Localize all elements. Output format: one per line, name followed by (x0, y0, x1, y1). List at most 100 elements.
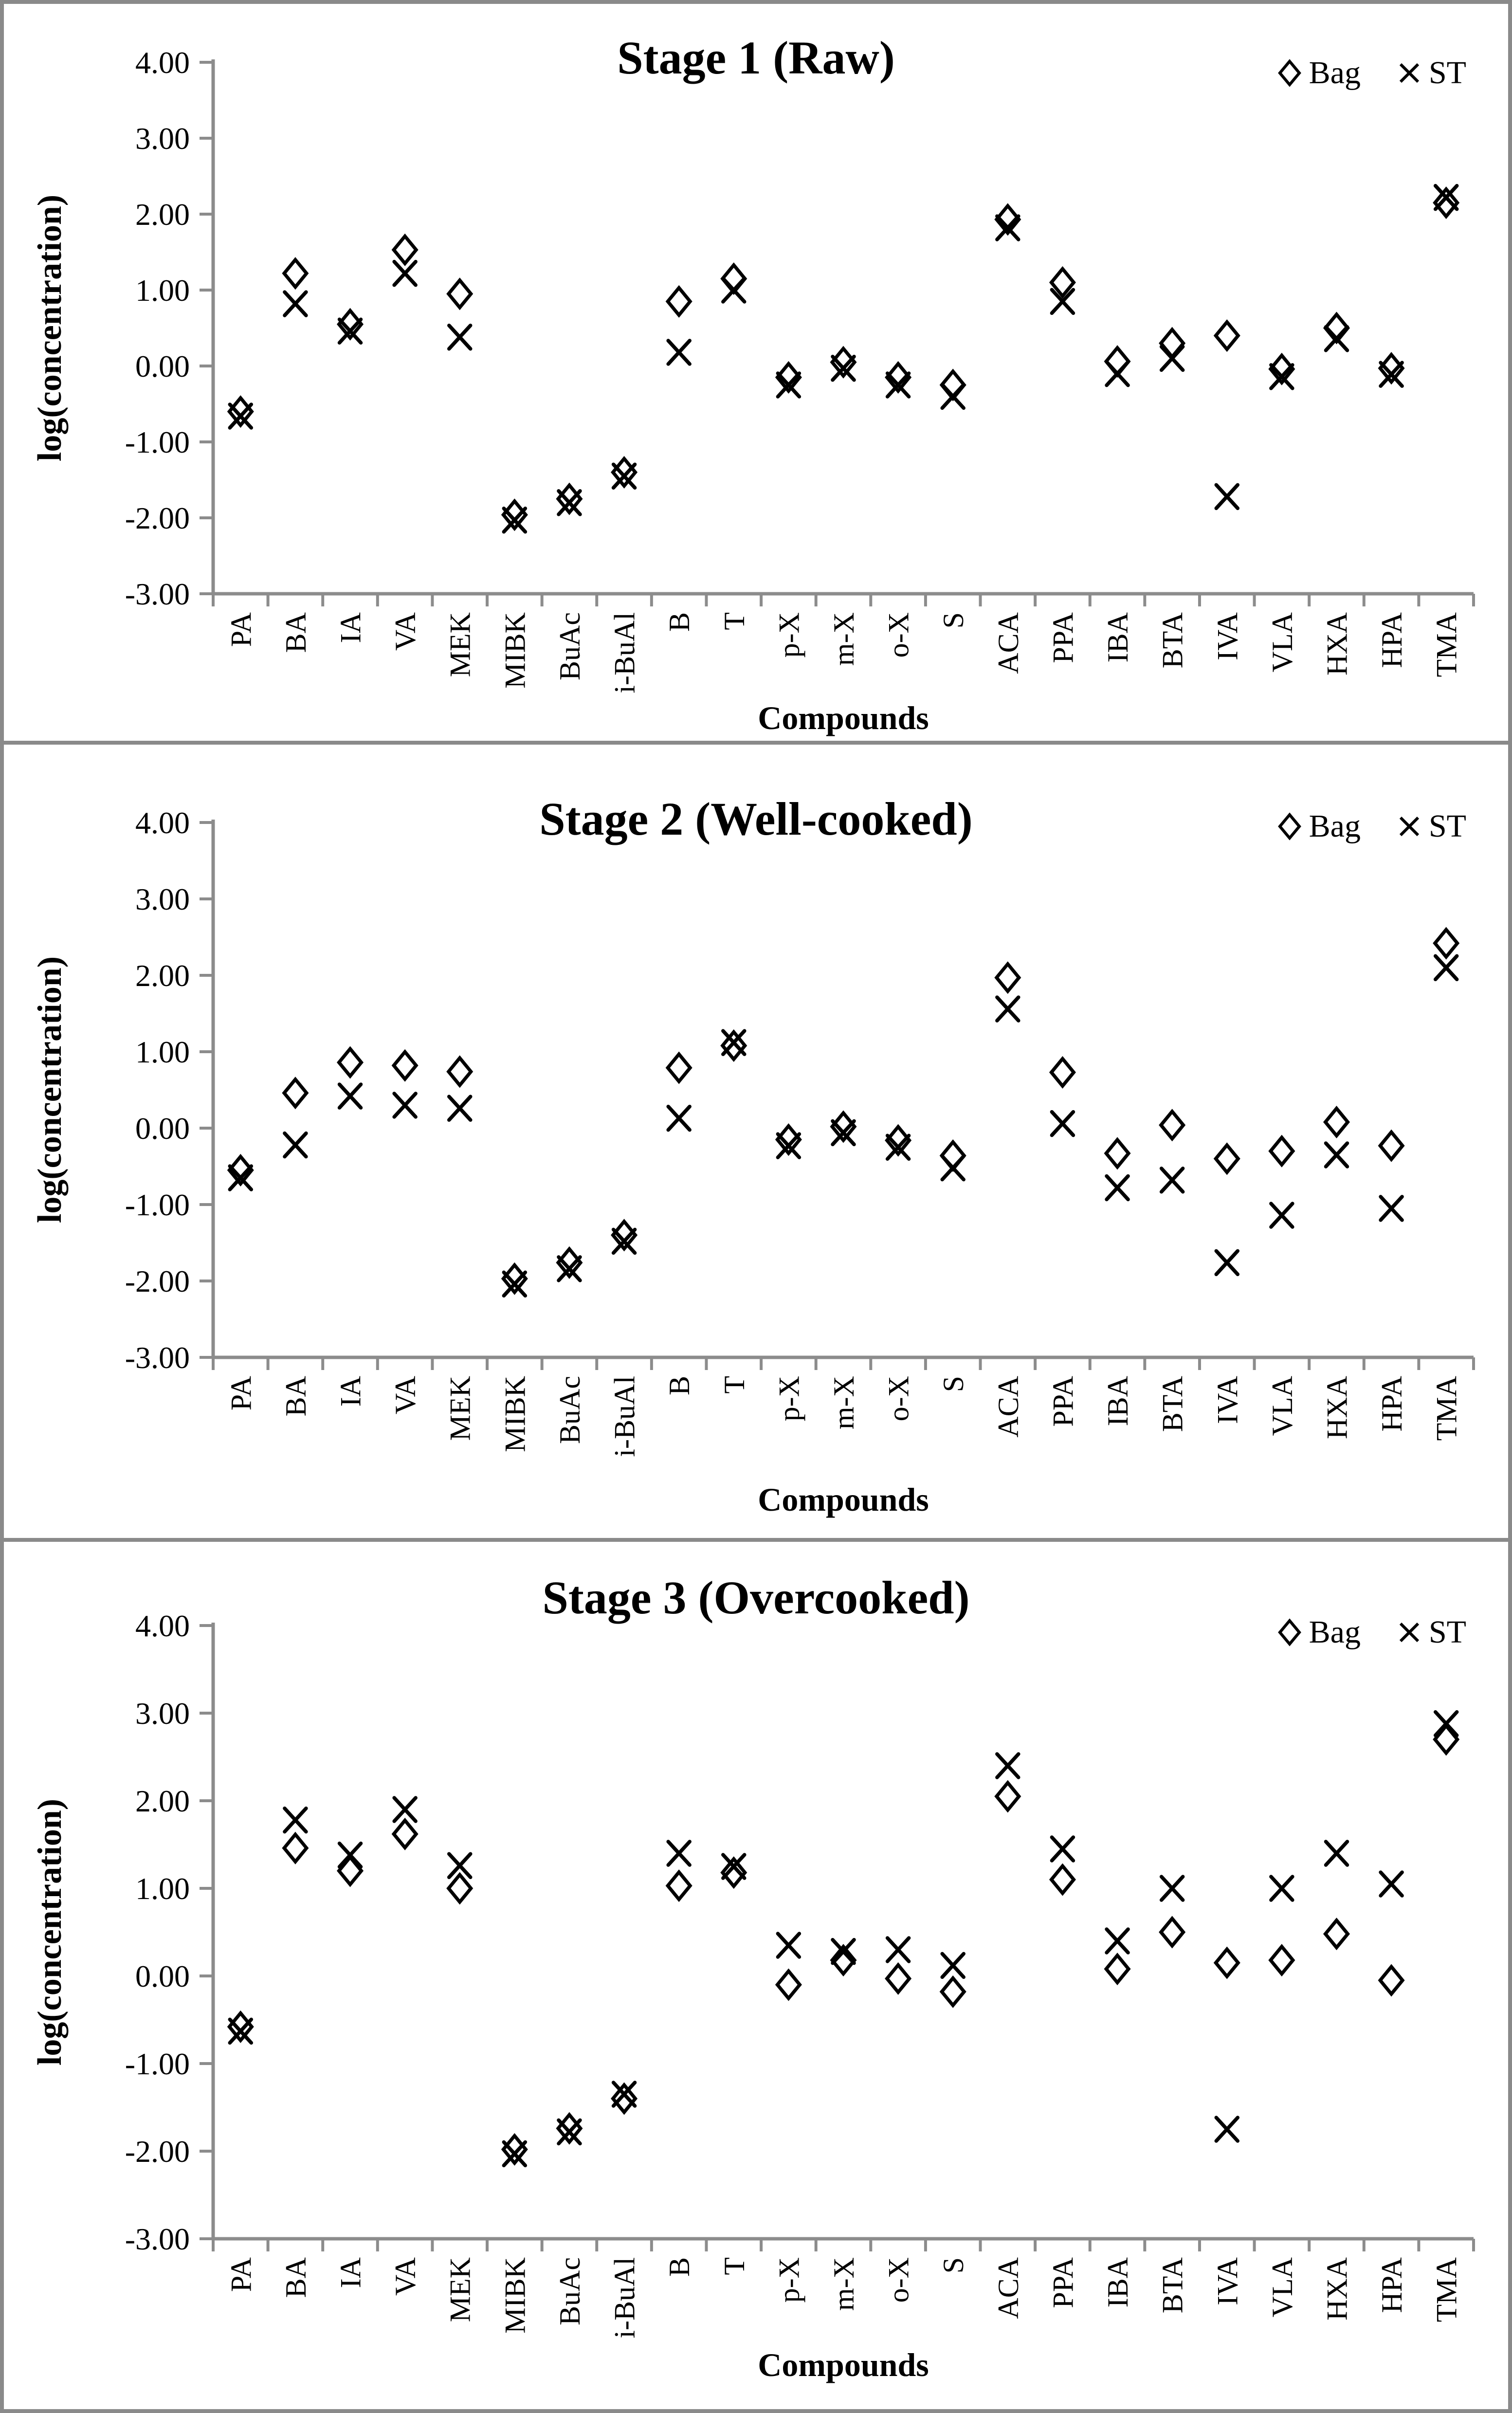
marker-st-HPA (1379, 1195, 1404, 1222)
x-category-label: MIBK (499, 1376, 531, 1452)
marker-bag-BTA (1159, 327, 1186, 360)
marker-bag-p-X (775, 361, 802, 394)
marker-st-MIBK (502, 506, 528, 534)
x-category-label: IVA (1211, 612, 1243, 660)
x-axis-title: Compounds (758, 699, 929, 736)
marker-st-BA (283, 290, 308, 317)
x-category-label: BTA (1157, 2257, 1189, 2313)
x-category-label: T (718, 1376, 750, 1394)
x-category-label: PA (225, 1376, 257, 1410)
x-category-label: IBA (1102, 1376, 1134, 1426)
marker-bag-ACA (994, 203, 1021, 236)
marker-st-IA (337, 1082, 363, 1110)
marker-bag-BA (282, 1077, 309, 1110)
marker-bag-HPA (1378, 1964, 1405, 1997)
marker-bag-TMA (1433, 1723, 1460, 1756)
page-title: Stage 3 (Overcooked) (542, 1572, 970, 1624)
x-category-label: S (937, 2257, 969, 2273)
marker-bag-p-X (775, 1968, 802, 2001)
y-tick-label: 1.00 (135, 1035, 190, 1069)
x-category-label: VA (389, 1376, 421, 1414)
legend-label-bag: Bag (1309, 808, 1361, 844)
marker-st-BuAc (557, 1255, 582, 1282)
marker-st-IA (337, 317, 363, 345)
marker-st-S (940, 1154, 965, 1182)
marker-bag-VA (391, 1817, 419, 1850)
marker-bag-MIBK (501, 2133, 528, 2166)
marker-bag-B (665, 1051, 692, 1084)
marker-st-BTA (1159, 1167, 1185, 1194)
marker-bag-VLA (1268, 352, 1295, 385)
marker-st-m-X (831, 1938, 856, 1965)
marker-bag-TMA (1433, 927, 1460, 960)
marker-bag-MIBK (501, 1262, 528, 1295)
x-category-label: ACA (992, 2257, 1024, 2319)
stage-2-plot: 4.00 3.00 2.00 1.00 0.00 -1.00 -2.00 -3.00 PA BA I… (125, 805, 1475, 1457)
marker-st-i-BuAl (611, 1227, 637, 1255)
marker-st-PPA (1050, 288, 1075, 315)
marker-bag-VA (391, 1049, 419, 1082)
x-category-label: i-BuAl (609, 1376, 641, 1457)
marker-bag-PPA (1049, 1056, 1076, 1089)
diamond-legend-icon (1277, 812, 1301, 841)
marker-bag-i-BuAl (611, 2082, 638, 2115)
marker-st-MIBK (502, 2140, 528, 2168)
marker-st-ACA (995, 1752, 1020, 1779)
marker-st-o-X (885, 371, 911, 399)
marker-bag-o-X (885, 361, 912, 394)
marker-st-PA (228, 402, 254, 430)
marker-st-PPA (1050, 1110, 1075, 1137)
marker-st-p-X (776, 371, 802, 399)
marker-bag-MIBK (501, 498, 528, 531)
x-category-label: m-X (828, 2257, 860, 2311)
marker-bag-BuAc (556, 482, 583, 515)
y-tick-label: 3.00 (135, 1696, 190, 1731)
marker-st-PA (228, 2017, 254, 2045)
marker-st-o-X (885, 1133, 911, 1161)
x-category-label: PA (225, 612, 257, 647)
marker-bag-IA (336, 1854, 364, 1887)
y-tick-label: 2.00 (135, 197, 190, 232)
x-category-label: HPA (1376, 2257, 1408, 2313)
marker-bag-HXA (1323, 1105, 1350, 1138)
x-category-label: PPA (1047, 1376, 1079, 1427)
marker-st-IVA (1214, 1249, 1240, 1277)
marker-bag-T (720, 1029, 747, 1062)
page-title: Stage 2 (Well-cooked) (539, 793, 973, 845)
marker-st-BuAc (557, 489, 582, 516)
legend: Bag ST (1277, 808, 1466, 845)
x-category-label: BuAc (554, 1376, 586, 1444)
marker-st-B (666, 1840, 692, 1867)
x-category-label: B (663, 2257, 695, 2277)
marker-st-BTA (1159, 1875, 1185, 1902)
marker-st-S (940, 383, 965, 410)
marker-bag-IVA (1213, 1946, 1240, 1979)
x-category-label: HXA (1321, 612, 1353, 676)
x-category-label: B (663, 612, 695, 632)
x-category-label: i-BuAl (609, 612, 641, 694)
marker-bag-PPA (1049, 1863, 1076, 1896)
marker-st-IVA (1214, 483, 1240, 511)
x-category-label: o-X (883, 612, 915, 658)
marker-st-IBA (1105, 1927, 1130, 1955)
y-tick-label: 2.00 (135, 1784, 190, 1818)
x-category-label: IVA (1211, 1376, 1243, 1424)
x-category-label: VA (389, 2257, 421, 2296)
x-legend-icon (1399, 63, 1420, 83)
x-category-label: S (937, 612, 969, 628)
marker-bag-B (665, 1869, 692, 1902)
marker-st-B (666, 1104, 692, 1132)
x-category-label: ACA (992, 1376, 1024, 1438)
marker-st-IVA (1214, 2116, 1240, 2143)
x-category-label: BuAc (554, 2257, 586, 2325)
y-tick-label: 2.00 (135, 958, 190, 993)
x-category-label: BA (280, 2257, 312, 2298)
y-tick-label: 1.00 (135, 273, 190, 308)
marker-st-p-X (776, 1132, 802, 1159)
marker-st-VLA (1269, 1875, 1294, 1902)
x-category-label: BA (280, 1376, 312, 1416)
x-category-label: o-X (883, 2257, 915, 2303)
x-category-label: TMA (1431, 1376, 1463, 1441)
x-category-label: HXA (1321, 1376, 1353, 1439)
marker-st-p-X (776, 1932, 802, 1959)
